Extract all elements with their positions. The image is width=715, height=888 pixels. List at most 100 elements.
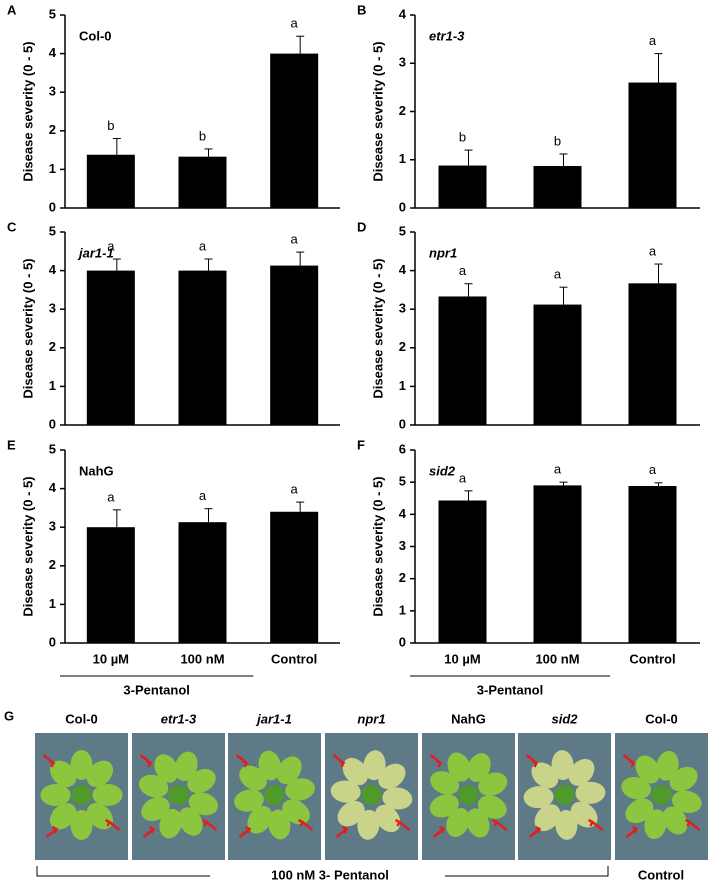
bar (270, 511, 319, 643)
arrow (525, 754, 539, 768)
leaf (644, 809, 667, 840)
panel-letter: B (357, 2, 366, 17)
leaf (86, 760, 114, 787)
leaf (282, 799, 310, 825)
y-tick-label: 1 (49, 161, 56, 176)
panel-letter: G (4, 708, 14, 723)
y-tick-label: 0 (49, 634, 56, 649)
y-axis-label: Disease severity (0 - 5) (20, 41, 35, 181)
bar (270, 53, 319, 208)
y-tick-label: 5 (49, 6, 56, 21)
bar (628, 283, 677, 425)
leaf (382, 787, 413, 810)
significance-letter: b (459, 130, 466, 145)
leaf (357, 809, 380, 840)
bar (438, 296, 487, 425)
y-axis-label: Disease severity (0 - 5) (370, 476, 385, 616)
leaf (625, 798, 654, 824)
y-tick-label: 3 (399, 538, 406, 553)
leaf (477, 795, 507, 819)
photo-label: sid2 (551, 711, 578, 726)
significance-letter: a (459, 470, 467, 485)
leaf (342, 757, 369, 786)
panel-letter: C (7, 219, 17, 234)
y-tick-label: 5 (49, 223, 56, 238)
significance-letter: a (107, 489, 115, 504)
bar (86, 527, 135, 643)
y-tick-label: 3 (399, 55, 406, 70)
y-tick-label: 5 (49, 441, 56, 456)
bar (86, 270, 135, 425)
arrow (684, 818, 701, 831)
significance-letter: a (107, 238, 115, 253)
arrow (139, 754, 153, 768)
leaf (268, 809, 291, 840)
leaf (575, 781, 606, 804)
arrow (45, 825, 59, 838)
leaf (178, 807, 203, 836)
y-tick-label: 4 (399, 6, 407, 21)
photo-label: NahG (451, 711, 486, 726)
y-axis-label: Disease severity (0 - 5) (20, 258, 35, 398)
rosette-center (361, 785, 382, 805)
y-tick-label: 1 (49, 378, 56, 393)
leaf (669, 766, 698, 792)
leaf (378, 763, 406, 790)
significance-letter: a (649, 33, 657, 48)
bar (178, 156, 227, 208)
leaf (141, 797, 170, 821)
bar (438, 500, 487, 643)
y-axis-label: Disease severity (0 - 5) (370, 258, 385, 398)
arrow (429, 754, 443, 768)
rosette-center (554, 785, 575, 805)
arrow (235, 754, 249, 768)
x-tick-label: Control (271, 651, 317, 666)
bar (533, 166, 582, 208)
y-tick-label: 4 (49, 480, 57, 495)
x-tick-label: 100 nM (180, 651, 224, 666)
photo-label: npr1 (357, 711, 385, 726)
leaf (363, 750, 386, 781)
leaf (86, 803, 114, 830)
leaf (49, 803, 77, 830)
panel-letter: E (7, 437, 16, 452)
arrow (622, 754, 636, 768)
significance-letter: a (554, 462, 562, 477)
bar (628, 486, 677, 643)
leaf (446, 808, 470, 837)
bracket (36, 866, 210, 877)
leaf (159, 808, 183, 839)
bar (270, 265, 319, 425)
leaf (656, 750, 679, 781)
significance-letter: a (649, 243, 657, 258)
leaf (234, 789, 264, 812)
panel-title: sid2 (429, 463, 456, 478)
y-tick-label: 1 (399, 378, 406, 393)
leaf (531, 762, 559, 789)
y-tick-label: 5 (399, 474, 406, 489)
significance-letter: b (554, 133, 561, 148)
y-tick-label: 4 (49, 45, 57, 60)
significance-letter: a (649, 462, 657, 477)
significance-letter: a (291, 482, 299, 497)
y-tick-label: 3 (49, 84, 56, 99)
significance-letter: a (459, 263, 467, 278)
leaf (40, 783, 71, 807)
panel-title: npr1 (429, 245, 457, 260)
leaf (154, 754, 179, 783)
leaf (467, 753, 491, 782)
leaf (247, 805, 273, 834)
bar (533, 485, 582, 643)
y-tick-label: 0 (399, 634, 406, 649)
x-tick-label: 10 µM (93, 651, 129, 666)
panel-title: Col-0 (79, 28, 112, 43)
significance-letter: a (554, 267, 562, 282)
x-tick-label: 100 nM (535, 651, 579, 666)
rosette-center (168, 785, 189, 805)
leaf (466, 808, 490, 838)
significance-letter: b (199, 128, 206, 143)
photo-label: Col-0 (65, 711, 98, 726)
leaf (70, 750, 93, 780)
y-tick-label: 2 (49, 557, 56, 572)
